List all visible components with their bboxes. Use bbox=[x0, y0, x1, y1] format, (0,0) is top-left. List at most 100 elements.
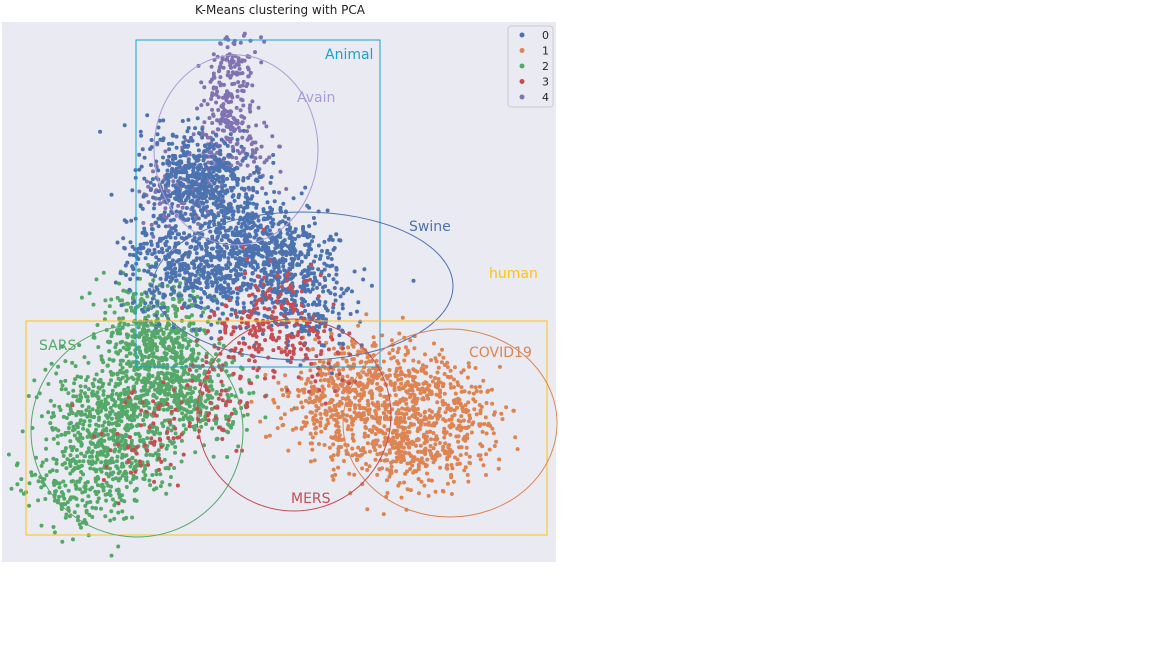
point-series-1 bbox=[403, 420, 407, 424]
point-series-1 bbox=[426, 493, 431, 498]
point-series-2 bbox=[198, 379, 203, 384]
point-series-4 bbox=[221, 65, 226, 70]
point-series-2 bbox=[240, 367, 245, 371]
point-series-0 bbox=[316, 267, 321, 272]
point-series-2 bbox=[121, 345, 126, 350]
point-series-0 bbox=[317, 282, 322, 287]
point-series-2 bbox=[165, 308, 170, 313]
point-series-1 bbox=[441, 489, 446, 494]
point-series-0 bbox=[340, 302, 345, 307]
point-series-2 bbox=[87, 418, 92, 423]
point-series-4 bbox=[245, 82, 250, 86]
point-series-2 bbox=[138, 301, 143, 306]
point-series-4 bbox=[211, 71, 216, 76]
point-series-0 bbox=[231, 185, 236, 190]
point-series-1 bbox=[350, 342, 355, 347]
point-series-2 bbox=[61, 479, 66, 484]
point-series-0 bbox=[151, 304, 156, 309]
point-series-2 bbox=[75, 454, 80, 459]
point-series-1 bbox=[367, 390, 372, 395]
point-series-4 bbox=[251, 140, 255, 145]
point-series-0 bbox=[155, 141, 160, 145]
point-series-1 bbox=[312, 398, 317, 403]
point-series-0 bbox=[359, 343, 364, 348]
point-series-4 bbox=[242, 58, 247, 63]
point-series-2 bbox=[76, 514, 81, 519]
point-series-0 bbox=[243, 156, 248, 160]
point-series-2 bbox=[87, 409, 92, 414]
point-series-4 bbox=[248, 70, 253, 75]
point-series-0 bbox=[244, 287, 249, 292]
point-series-2 bbox=[196, 375, 200, 380]
point-series-2 bbox=[6, 452, 11, 457]
point-series-4 bbox=[158, 201, 163, 206]
point-series-2 bbox=[142, 477, 147, 482]
point-series-1 bbox=[387, 368, 392, 372]
point-series-2 bbox=[159, 355, 164, 360]
point-series-1 bbox=[459, 427, 463, 432]
point-series-1 bbox=[308, 459, 313, 464]
point-series-2 bbox=[125, 390, 130, 395]
point-series-1 bbox=[301, 420, 306, 425]
point-series-0 bbox=[241, 336, 246, 341]
point-series-1 bbox=[466, 408, 471, 413]
point-series-4 bbox=[217, 69, 221, 74]
point-series-2 bbox=[129, 308, 134, 313]
point-series-2 bbox=[20, 429, 25, 434]
point-series-0 bbox=[170, 271, 175, 276]
point-series-0 bbox=[184, 206, 189, 210]
point-series-1 bbox=[312, 417, 316, 422]
point-series-2 bbox=[122, 499, 127, 504]
point-series-1 bbox=[374, 415, 379, 420]
point-series-1 bbox=[335, 421, 340, 425]
point-series-4 bbox=[234, 156, 239, 160]
point-series-2 bbox=[66, 391, 71, 396]
point-series-0 bbox=[174, 248, 179, 253]
point-series-0 bbox=[148, 188, 153, 192]
point-series-2 bbox=[140, 363, 145, 368]
point-series-0 bbox=[210, 212, 215, 217]
point-series-0 bbox=[217, 257, 222, 261]
point-series-1 bbox=[416, 477, 421, 481]
point-series-1 bbox=[389, 470, 394, 475]
point-series-0 bbox=[186, 126, 191, 130]
point-series-2 bbox=[142, 422, 147, 427]
point-series-1 bbox=[387, 474, 392, 479]
point-series-2 bbox=[136, 377, 141, 382]
point-series-0 bbox=[161, 118, 166, 123]
point-series-1 bbox=[312, 361, 317, 366]
point-series-0 bbox=[238, 267, 243, 272]
point-series-2 bbox=[186, 372, 191, 376]
point-series-1 bbox=[471, 420, 476, 425]
point-series-0 bbox=[168, 194, 173, 199]
point-series-0 bbox=[145, 113, 150, 118]
point-series-2 bbox=[52, 483, 57, 487]
point-series-1 bbox=[369, 430, 374, 434]
point-series-2 bbox=[124, 379, 129, 384]
point-series-0 bbox=[269, 297, 274, 301]
point-series-2 bbox=[203, 381, 208, 386]
point-series-0 bbox=[300, 269, 305, 274]
point-series-1 bbox=[483, 415, 488, 420]
point-series-4 bbox=[229, 122, 234, 127]
point-series-1 bbox=[317, 398, 322, 403]
point-series-2 bbox=[86, 459, 91, 464]
point-series-1 bbox=[396, 408, 401, 413]
point-series-2 bbox=[113, 421, 118, 426]
point-series-4 bbox=[171, 179, 176, 184]
point-series-1 bbox=[429, 437, 433, 442]
point-series-1 bbox=[299, 400, 304, 405]
point-series-2 bbox=[174, 351, 179, 355]
point-series-1 bbox=[303, 398, 308, 403]
point-series-2 bbox=[156, 371, 161, 376]
point-series-0 bbox=[138, 203, 143, 208]
point-series-2 bbox=[96, 379, 101, 384]
point-series-0 bbox=[334, 280, 339, 285]
point-series-0 bbox=[236, 239, 241, 244]
point-series-0 bbox=[352, 269, 357, 274]
point-series-2 bbox=[156, 448, 161, 453]
point-series-2 bbox=[78, 418, 83, 423]
point-series-2 bbox=[241, 413, 246, 418]
point-series-0 bbox=[148, 147, 153, 151]
point-series-4 bbox=[254, 147, 259, 152]
